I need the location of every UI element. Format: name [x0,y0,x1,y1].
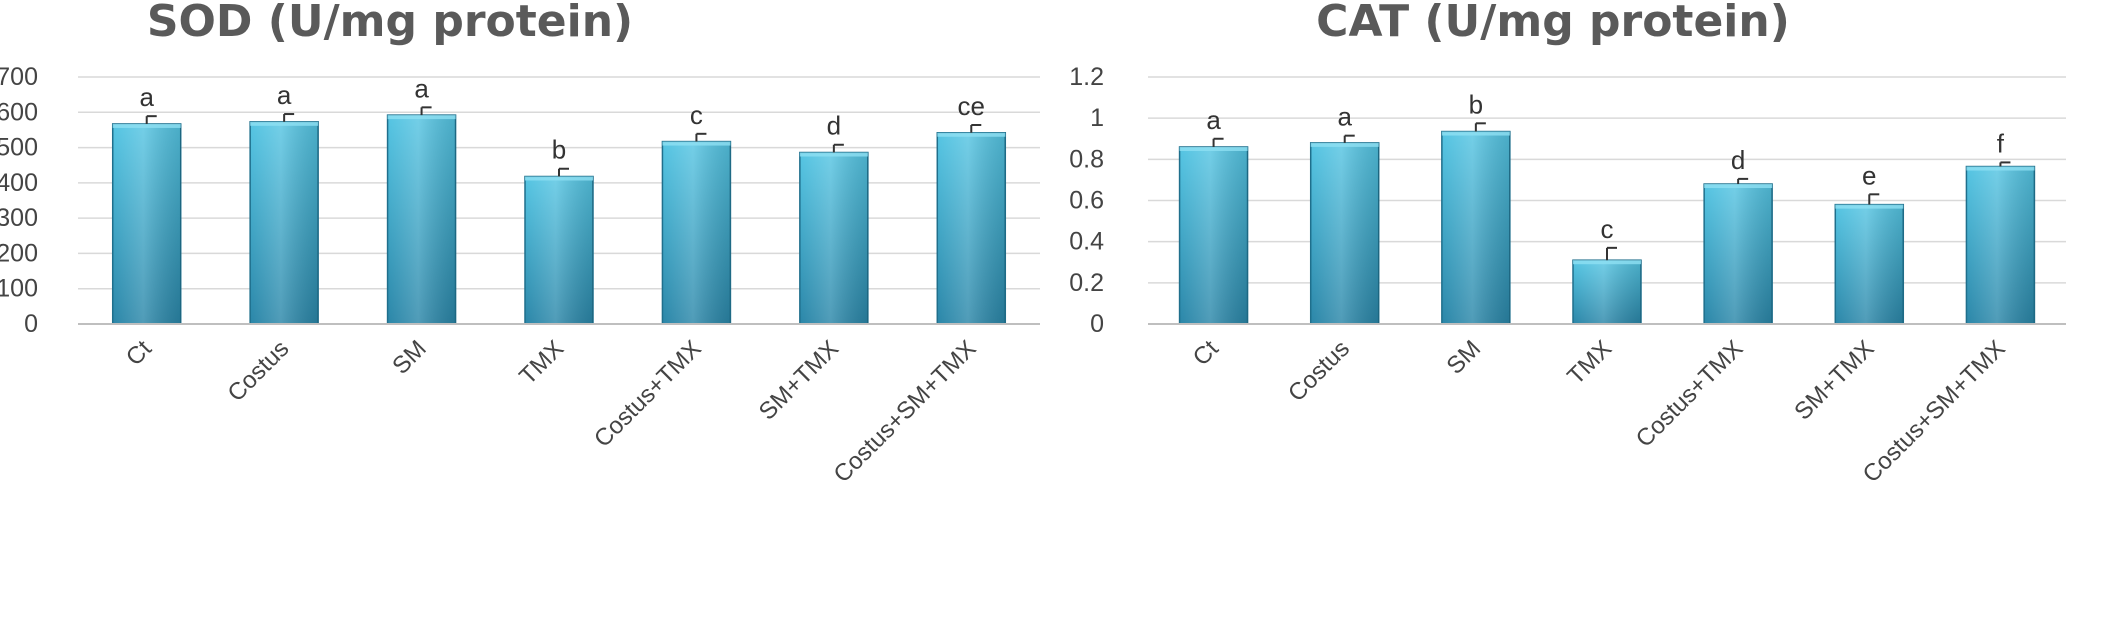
cat-y-tick-label: 1 [1090,104,1104,132]
cat-x-tick-label-6: Costus+SM+TMX [1858,335,2011,488]
sod-x-tick-label-6: Costus+SM+TMX [829,335,982,488]
cat-bar-cap-2 [1441,131,1510,136]
cat-data-label-3: c [1601,214,1614,244]
cat-bar-shade-5 [1835,204,1904,324]
cat-data-label-1: a [1337,102,1352,132]
sod-y-tick-label: 200 [0,239,38,267]
cat-bar-shade-6 [1966,166,2035,324]
sod-bar-shade-1 [250,121,319,324]
cat-chart: CAT (U/mg protein) 0 0.2 0.4 0.6 0.8 1 1.2 a Ct a… [1064,0,2128,636]
sod-chart-svg: SOD (U/mg protein) 0 100 200 300 400 500 600 70… [0,0,1040,488]
sod-bar-cap-6 [937,132,1006,137]
sod-data-label-1: a [277,80,292,110]
cat-y-tick-label: 0.2 [1069,269,1104,297]
sod-chart: SOD (U/mg protein) 0 100 200 300 400 500 600 70… [0,0,1064,636]
cat-bar-cap-1 [1310,142,1379,147]
cat-y-tick-label: 0.4 [1069,228,1104,256]
cat-data-label-6: f [1997,128,2005,158]
cat-chart-title: CAT (U/mg protein) [1316,0,1790,47]
sod-bar-cap-4 [662,141,731,146]
cat-data-label-0: a [1206,105,1221,135]
sod-y-tick-label: 500 [0,134,38,162]
sod-bar-cap-5 [799,152,868,157]
sod-x-tick-label-1: Costus [222,335,294,407]
sod-plot-area: 0 100 200 300 400 500 600 700 a Ct a Costus a SM b TMX c… [0,63,1040,488]
sod-bar-shade-2 [387,115,456,324]
cat-plot-area: 0 0.2 0.4 0.6 0.8 1 1.2 a Ct a Costus b SM c TMX d Costu… [1069,63,2066,488]
cat-bar-cap-0 [1179,146,1248,151]
sod-bar-cap-1 [250,121,319,126]
cat-x-tick-label-4: Costus+TMX [1631,335,1749,453]
sod-bar-shade-0 [112,123,181,325]
sod-data-label-3: b [552,135,566,165]
cat-y-tick-label: 0 [1090,310,1104,338]
sod-bar-cap-2 [387,115,456,120]
sod-x-tick-label-4: Costus+TMX [589,335,707,453]
cat-x-tick-label-3: TMX [1562,335,1617,390]
cat-bar-shade-3 [1573,260,1641,324]
sod-data-label-5: d [827,111,841,141]
sod-y-tick-label: 600 [0,98,38,126]
cat-y-tick-label: 0.6 [1069,187,1104,215]
sod-data-label-4: c [690,100,703,130]
sod-bar-shade-3 [525,176,593,324]
cat-bar-shade-1 [1310,142,1379,324]
sod-bar-shade-6 [937,132,1006,324]
sod-y-tick-label: 0 [24,310,38,338]
sod-bar-shade-5 [799,152,868,324]
sod-x-tick-label-2: SM [387,335,432,380]
cat-bar-cap-4 [1704,184,1773,189]
cat-y-tick-label: 0.8 [1069,145,1104,173]
sod-data-label-6: ce [958,91,985,121]
sod-bar-shade-4 [662,141,731,324]
cat-x-tick-label-2: SM [1442,335,1487,380]
cat-data-label-4: d [1731,145,1745,175]
sod-bar-cap-3 [525,176,593,181]
cat-x-tick-label-0: Ct [1188,335,1224,371]
sod-y-tick-label: 400 [0,169,38,197]
sod-y-tick-label: 100 [0,275,38,303]
cat-bar-cap-6 [1966,166,2035,171]
cat-data-label-2: b [1469,89,1483,119]
sod-x-tick-label-3: TMX [514,335,569,390]
sod-x-tick-label-0: Ct [121,335,157,371]
cat-bar-shade-0 [1179,146,1248,324]
cat-chart-svg: CAT (U/mg protein) 0 0.2 0.4 0.6 0.8 1 1.2 a Ct a… [1069,0,2066,488]
sod-data-label-2: a [414,73,429,103]
cat-bar-cap-3 [1573,260,1641,265]
sod-y-tick-label: 300 [0,204,38,232]
cat-x-tick-label-5: SM+TMX [1789,335,1879,425]
sod-chart-title: SOD (U/mg protein) [147,0,633,47]
cat-bar-shade-2 [1441,131,1510,324]
cat-bar-shade-4 [1704,184,1773,324]
cat-x-tick-label-1: Costus [1283,335,1355,407]
cat-bar-cap-5 [1835,204,1904,209]
cat-y-tick-label: 1.2 [1069,63,1104,91]
sod-y-tick-label: 700 [0,63,38,91]
sod-data-label-0: a [139,82,154,112]
sod-x-tick-label-5: SM+TMX [754,335,844,425]
cat-data-label-5: e [1862,160,1876,190]
sod-bar-cap-0 [112,123,181,128]
